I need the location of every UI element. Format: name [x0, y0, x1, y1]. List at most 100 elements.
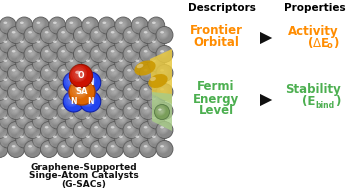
Circle shape	[67, 114, 77, 124]
Ellipse shape	[152, 79, 156, 81]
Circle shape	[15, 52, 17, 55]
Circle shape	[94, 106, 101, 114]
Circle shape	[151, 77, 159, 85]
Circle shape	[80, 72, 101, 93]
Circle shape	[65, 131, 82, 148]
Circle shape	[61, 87, 68, 95]
Circle shape	[16, 55, 29, 68]
Circle shape	[32, 36, 49, 53]
Circle shape	[24, 64, 41, 81]
Circle shape	[90, 84, 107, 101]
Circle shape	[77, 72, 83, 78]
Circle shape	[125, 85, 135, 96]
Circle shape	[44, 68, 52, 76]
Circle shape	[0, 131, 12, 144]
Circle shape	[70, 60, 76, 65]
Ellipse shape	[127, 50, 131, 53]
Circle shape	[94, 30, 101, 38]
Circle shape	[98, 93, 111, 106]
Circle shape	[8, 46, 20, 59]
Circle shape	[128, 127, 133, 132]
Circle shape	[26, 66, 36, 77]
Circle shape	[70, 41, 76, 46]
Circle shape	[1, 114, 11, 124]
Circle shape	[142, 66, 152, 77]
Circle shape	[123, 65, 136, 77]
Circle shape	[57, 46, 70, 59]
Circle shape	[29, 146, 34, 151]
Circle shape	[102, 135, 110, 142]
Circle shape	[31, 33, 33, 36]
Circle shape	[142, 142, 152, 153]
Ellipse shape	[111, 50, 115, 53]
Circle shape	[145, 108, 150, 113]
Circle shape	[133, 57, 143, 67]
Circle shape	[158, 142, 168, 153]
Circle shape	[21, 79, 26, 84]
Circle shape	[125, 47, 135, 58]
Ellipse shape	[135, 117, 139, 119]
Ellipse shape	[53, 22, 57, 24]
Circle shape	[34, 114, 44, 124]
Circle shape	[64, 147, 66, 150]
Circle shape	[79, 32, 84, 37]
Ellipse shape	[160, 31, 164, 33]
Circle shape	[0, 68, 2, 76]
Ellipse shape	[20, 41, 24, 43]
Circle shape	[142, 123, 152, 134]
Ellipse shape	[152, 60, 156, 62]
Circle shape	[8, 140, 24, 157]
Circle shape	[160, 106, 167, 114]
Circle shape	[31, 71, 33, 74]
Circle shape	[23, 138, 25, 140]
Circle shape	[98, 112, 115, 129]
Circle shape	[24, 65, 37, 77]
Circle shape	[120, 136, 125, 141]
Circle shape	[115, 112, 132, 129]
Circle shape	[0, 112, 16, 129]
Circle shape	[133, 114, 143, 124]
Circle shape	[105, 43, 108, 45]
Circle shape	[123, 27, 136, 40]
Ellipse shape	[94, 88, 98, 91]
Circle shape	[64, 72, 79, 88]
Circle shape	[127, 49, 134, 57]
Circle shape	[51, 114, 61, 124]
Circle shape	[74, 103, 86, 115]
Circle shape	[54, 22, 59, 27]
Circle shape	[122, 81, 124, 83]
Circle shape	[0, 122, 4, 135]
Circle shape	[4, 136, 9, 141]
Circle shape	[49, 131, 62, 144]
Circle shape	[155, 105, 166, 116]
Circle shape	[41, 141, 53, 153]
Circle shape	[94, 49, 101, 57]
Circle shape	[39, 100, 42, 102]
Circle shape	[0, 55, 16, 72]
Circle shape	[148, 55, 165, 72]
Circle shape	[19, 59, 27, 66]
Circle shape	[156, 141, 169, 153]
Circle shape	[51, 133, 61, 143]
Circle shape	[80, 91, 96, 107]
Circle shape	[47, 33, 50, 36]
Circle shape	[33, 36, 45, 49]
Ellipse shape	[78, 145, 82, 147]
Circle shape	[4, 22, 9, 27]
Circle shape	[117, 114, 127, 124]
Circle shape	[155, 62, 157, 64]
Circle shape	[118, 135, 126, 142]
Circle shape	[98, 131, 111, 144]
Circle shape	[4, 41, 9, 46]
Circle shape	[138, 62, 140, 64]
Circle shape	[67, 19, 77, 29]
Circle shape	[125, 28, 135, 39]
Circle shape	[3, 59, 11, 66]
Circle shape	[9, 85, 20, 96]
Circle shape	[29, 32, 34, 37]
Circle shape	[146, 109, 149, 112]
Circle shape	[37, 79, 42, 84]
Circle shape	[0, 106, 2, 114]
Ellipse shape	[12, 50, 16, 53]
Ellipse shape	[94, 145, 98, 147]
